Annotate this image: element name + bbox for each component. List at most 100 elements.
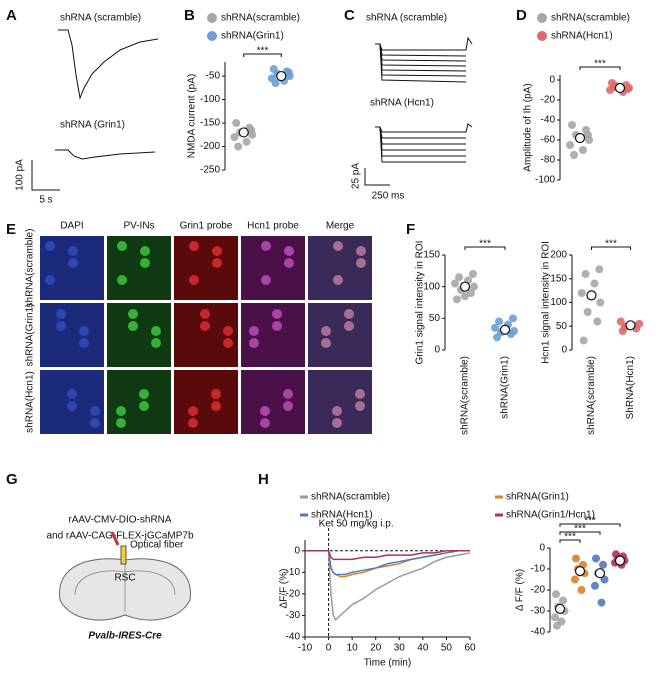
scale-label: 250 ms bbox=[372, 191, 405, 202]
y-axis-label: Hcn1 signal intensity in ROI bbox=[541, 241, 552, 364]
cell bbox=[128, 309, 138, 319]
legend-marker bbox=[207, 13, 217, 23]
cell bbox=[79, 338, 89, 348]
legend-label: shRNA(Hcn1) bbox=[551, 31, 613, 42]
x-tick-label: 40 bbox=[417, 643, 429, 654]
x-tick-label: shRNA(Grin1) bbox=[500, 356, 511, 419]
trace-label: shRNA (scramble) bbox=[366, 13, 447, 24]
y-tick-label: 150 bbox=[550, 273, 567, 284]
panel-letter: G bbox=[6, 471, 18, 488]
y-tick-label: 50 bbox=[429, 313, 441, 324]
data-point bbox=[579, 336, 588, 345]
cell bbox=[139, 389, 149, 399]
cell bbox=[260, 418, 270, 428]
y-tick-label: -80 bbox=[541, 155, 556, 166]
cell bbox=[189, 241, 199, 251]
cell bbox=[355, 389, 365, 399]
micrograph bbox=[241, 370, 305, 434]
cell bbox=[140, 258, 150, 268]
significance-label: *** bbox=[574, 524, 586, 535]
mean-marker bbox=[594, 568, 606, 579]
data-point bbox=[593, 317, 602, 326]
cell bbox=[356, 246, 366, 256]
data-point bbox=[509, 314, 517, 323]
column-header: Grin1 probe bbox=[180, 221, 233, 232]
cell bbox=[188, 406, 198, 416]
data-point bbox=[553, 621, 561, 630]
data-point bbox=[495, 317, 503, 326]
data-point bbox=[451, 279, 459, 288]
significance-label: *** bbox=[257, 46, 269, 57]
mean-marker bbox=[276, 70, 287, 82]
cell bbox=[117, 241, 127, 251]
scale-label: 100 pA bbox=[15, 159, 26, 191]
mean-marker bbox=[499, 324, 511, 335]
data-point bbox=[597, 598, 606, 607]
cell bbox=[321, 326, 331, 336]
data-point bbox=[566, 141, 574, 149]
cell bbox=[272, 309, 282, 319]
data-point bbox=[581, 270, 590, 278]
cell bbox=[321, 338, 331, 348]
y-tick-label: -100 bbox=[200, 94, 220, 105]
data-point bbox=[572, 554, 580, 563]
y-tick-label: -40 bbox=[531, 627, 546, 638]
cell bbox=[151, 338, 161, 348]
cell bbox=[68, 258, 78, 268]
legend-marker bbox=[537, 13, 547, 23]
mean-marker bbox=[614, 82, 626, 94]
cell bbox=[212, 246, 222, 256]
cell bbox=[90, 406, 100, 416]
y-tick-label: -200 bbox=[200, 141, 220, 152]
cell bbox=[333, 275, 343, 285]
y-tick-label: 150 bbox=[423, 250, 440, 261]
legend-label: shRNA(Grin1/Hcn1) bbox=[506, 510, 595, 521]
scale-bar bbox=[364, 168, 390, 186]
y-tick-label: -10 bbox=[531, 564, 546, 575]
scale-label: 5 s bbox=[39, 195, 52, 206]
cell bbox=[283, 401, 293, 411]
significance-bracket bbox=[243, 53, 282, 57]
y-tick-label: 0 bbox=[549, 75, 555, 86]
x-tick-label: 60 bbox=[464, 643, 476, 654]
event-label: Ket 50 mg/kg i.p. bbox=[319, 519, 394, 530]
data-point bbox=[570, 151, 578, 159]
y-tick-label: -20 bbox=[286, 589, 301, 600]
x-tick-label: ShRNA(Hcn1) bbox=[625, 356, 636, 419]
fiber-site bbox=[120, 545, 127, 565]
cell bbox=[200, 321, 210, 331]
x-tick-label: 30 bbox=[394, 643, 406, 654]
data-point bbox=[234, 142, 243, 151]
mean-marker bbox=[238, 127, 249, 138]
trace-label: shRNA (scramble) bbox=[60, 13, 141, 24]
micrograph bbox=[40, 303, 104, 367]
cell bbox=[67, 389, 77, 399]
x-axis-label: Time (min) bbox=[364, 658, 411, 669]
x-tick-label: 10 bbox=[347, 643, 359, 654]
cell bbox=[333, 241, 343, 251]
data-point bbox=[551, 613, 559, 622]
data-point bbox=[592, 554, 600, 563]
y-tick-label: 0 bbox=[561, 345, 567, 356]
y-tick-label: -250 bbox=[200, 165, 220, 176]
data-point bbox=[461, 292, 469, 301]
legend-label: shRNA(scramble) bbox=[551, 13, 630, 24]
x-tick-label: 20 bbox=[370, 643, 382, 654]
column-header: DAPI bbox=[60, 221, 83, 232]
cell bbox=[223, 338, 233, 348]
legend-label: shRNA(scramble) bbox=[311, 492, 390, 503]
cell bbox=[261, 275, 271, 285]
data-point bbox=[469, 270, 477, 278]
significance-bracket bbox=[591, 246, 631, 250]
column-header: PV-INs bbox=[123, 221, 154, 232]
data-point bbox=[624, 85, 632, 93]
y-axis-label: NMDA current (pA) bbox=[187, 74, 198, 158]
y-axis-label: Amplitude of Ih (pA) bbox=[523, 83, 534, 171]
y-tick-label: 0 bbox=[294, 545, 300, 556]
y-tick-label: 100 bbox=[550, 297, 567, 308]
y-tick-label: -150 bbox=[200, 118, 220, 129]
cell bbox=[344, 309, 354, 319]
y-tick-label: -100 bbox=[535, 175, 555, 186]
legend-label: shRNA(Hcn1) bbox=[311, 510, 373, 521]
data-point bbox=[552, 590, 560, 599]
